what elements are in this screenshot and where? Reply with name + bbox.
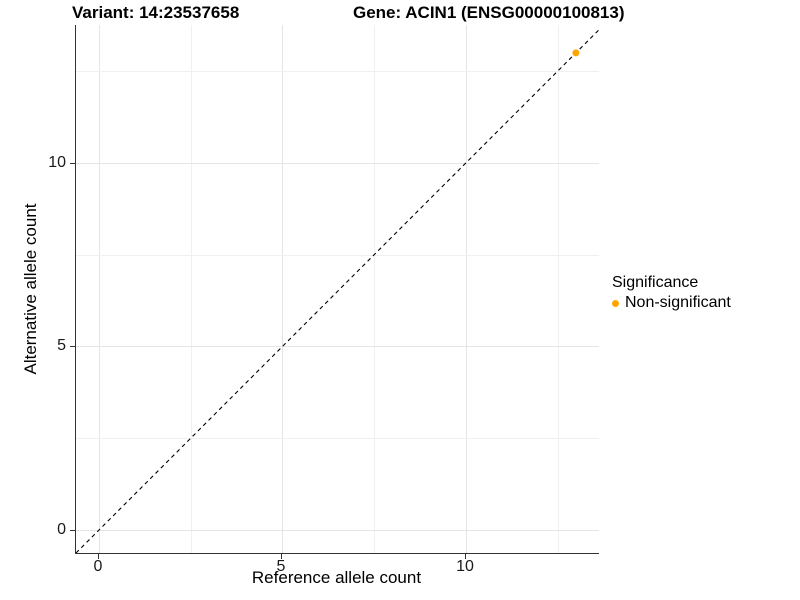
y-tick-label-5: 5 <box>57 337 66 354</box>
legend: Significance Non-significant <box>612 273 731 312</box>
x-tick-0 <box>98 554 99 559</box>
x-axis-title: Reference allele count <box>251 568 422 587</box>
gridline-y-7-5 <box>76 255 599 256</box>
legend-title: Significance <box>612 274 699 291</box>
data-point-non-significant <box>572 49 580 57</box>
gridline-y-5 <box>76 346 599 347</box>
legend-item-non-significant: Non-significant <box>612 294 731 312</box>
gridline-y-12-5 <box>76 71 599 72</box>
identity-dashed-line <box>76 29 599 553</box>
y-axis-title: Alternative allele count <box>21 203 40 375</box>
y-tick-5 <box>70 346 75 347</box>
gridline-y-2-5 <box>76 438 599 439</box>
y-tick-0 <box>70 530 75 531</box>
x-tick-10 <box>465 554 466 559</box>
gridline-x-12-5 <box>558 25 559 553</box>
scatter-points-layer <box>572 49 580 57</box>
plot-svg <box>76 29 599 553</box>
plot-title-gene: Gene: ACIN1 (ENSG00000100813) <box>353 3 625 22</box>
x-tick-label-0: 0 <box>93 558 103 575</box>
y-tick-10 <box>70 163 75 164</box>
y-tick-label-0: 0 <box>57 521 66 538</box>
gridline-x-5 <box>282 25 283 553</box>
legend-item-label: Non-significant <box>625 294 731 311</box>
x-tick-5 <box>281 554 282 559</box>
gridline-x-0 <box>99 25 100 553</box>
gridline-x-7-5 <box>374 25 375 553</box>
legend-key-dot-icon <box>612 299 619 307</box>
x-tick-label-10: 10 <box>456 558 474 575</box>
gridline-y-0 <box>76 530 599 531</box>
gridline-x-2-5 <box>191 25 192 553</box>
plot-title-variant: Variant: 14:23537658 <box>72 3 240 22</box>
gridline-x-10 <box>466 25 467 553</box>
gridline-y-10 <box>76 163 599 164</box>
plot-panel <box>75 25 599 554</box>
y-tick-label-10: 10 <box>48 154 66 171</box>
x-tick-label-5: 5 <box>276 558 286 575</box>
